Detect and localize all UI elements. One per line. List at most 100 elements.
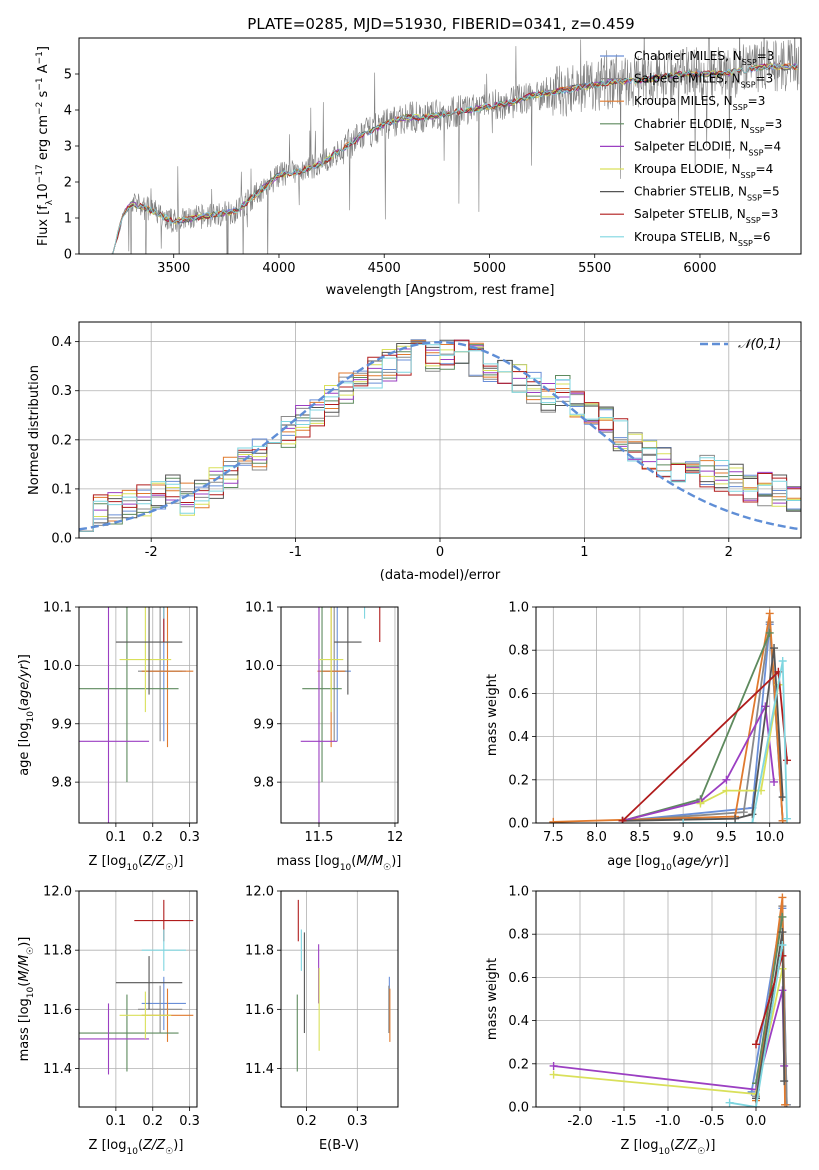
errorbar-salpeter-elodie (79, 1003, 150, 1075)
y-tick-label: 0.2 (508, 773, 529, 788)
x-tick-label: 0.2 (296, 1114, 317, 1129)
axes-frame (78, 606, 198, 824)
y-tick-label: 10.1 (43, 601, 72, 616)
errorbar-kroupa-stelib (141, 929, 186, 971)
y-tick-label: 0.6 (508, 971, 529, 986)
errorbar-kroupa-stelib (364, 607, 366, 619)
x-tick-label: 5500 (578, 261, 611, 276)
figure-title: PLATE=0285, MJD=51930, FIBERID=0341, z=0… (247, 15, 634, 33)
y-axis-label: mass [log10(M/M☉)] (17, 937, 36, 1062)
y-tick-label: 10.0 (43, 659, 72, 674)
x-axis-label: (data-model)/error (380, 568, 501, 583)
errorbar-chabrier-stelib (115, 607, 183, 695)
y-tick-label: 11.4 (43, 1062, 72, 1077)
x-tick-label: 0.3 (179, 1114, 200, 1129)
x-tick-label: 3500 (157, 261, 190, 276)
y-tick-label: 9.8 (51, 776, 72, 791)
axes-frame (535, 606, 801, 824)
x-tick-label: 0.3 (179, 830, 200, 845)
x-tick-label: 1 (580, 545, 588, 560)
y-tick-label: 0.4 (508, 730, 529, 745)
y-tick-label: 0 (64, 248, 72, 263)
series-marker-salpeter-stelib (752, 1040, 760, 1049)
x-axis-label: age [log10(age/yr)] (607, 854, 729, 873)
x-tick-label: -2.0 (567, 1114, 592, 1129)
x-axis-label: mass [log10(M/M☉)] (277, 854, 402, 873)
residual-histogram: -2 -1 0 1 2 0.0 0.1 0.2 0.3 0.4 (data-model)/error… (27, 321, 802, 583)
series-marker-salpeter-stelib (783, 756, 792, 765)
x-tick-label: 11.5 (305, 830, 334, 845)
y-axis-label: Flux [fλ10−17 erg cm−2 s−1 A−1] (35, 46, 55, 246)
plot-area (296, 899, 391, 1072)
plot-area (549, 893, 791, 1107)
y-tick-label: 11.4 (245, 1062, 274, 1077)
x-tick-label: 6000 (683, 261, 716, 276)
y-tick-label: 11.8 (245, 944, 274, 959)
y-tick-label: 0.4 (508, 1014, 529, 1029)
x-tick-label: 12 (387, 830, 404, 845)
series-marker-chabrier-stelib (731, 814, 740, 823)
x-tick-label: 0.0 (746, 1114, 767, 1129)
x-tick-label: 8.0 (586, 830, 607, 845)
series-marker-salpeter-miles (739, 808, 748, 817)
age-vs-metallicity-plot: 0.1 0.2 0.3 9.8 9.9 10.0 10.1 Z [log10(Z/Z☉)] ag… (17, 601, 200, 874)
y-tick-label: 11.6 (245, 1003, 274, 1018)
histogram-kroupa-stelib (79, 343, 801, 538)
series-line-kroupa-elodie (700, 684, 780, 805)
y-axis-label: mass weight (485, 958, 500, 1040)
series-marker-salpeter-elodie (549, 1061, 558, 1070)
y-tick-label: 3 (64, 140, 72, 155)
errorbar-kroupa-miles (141, 607, 194, 748)
errorbar-chabrier-stelib (115, 956, 183, 1010)
plot-area (79, 899, 194, 1075)
x-tick-label: 9.5 (716, 830, 737, 845)
series-marker-chabrier-elodie (765, 628, 774, 637)
y-tick-label: 9.9 (253, 717, 274, 732)
series-marker-kroupa-stelib (679, 819, 688, 823)
y-tick-label: 10.0 (245, 659, 274, 674)
legend-entry-normal: 𝒩(0,1) (738, 337, 781, 352)
y-tick-label: 5 (64, 68, 72, 83)
series-marker-salpeter-stelib (618, 816, 627, 823)
y-tick-label: 0.8 (508, 644, 529, 659)
errorbar-salpeter-elodie (300, 607, 338, 823)
y-tick-label: 12.0 (43, 885, 72, 900)
errorbar-salpeter-elodie (79, 607, 150, 823)
y-tick-label: 1.0 (508, 885, 529, 900)
errorbar-salpeter-stelib (379, 607, 381, 643)
legend-entry-chabrier-miles: Chabrier MILES, NSSP=3 (634, 49, 774, 67)
series-marker-chabrier-stelib (778, 793, 787, 802)
y-tick-label: 0.4 (51, 335, 72, 350)
histogram-salpeter-stelib (79, 339, 801, 538)
series-marker-kroupa-elodie (696, 799, 705, 808)
mass-vs-ebv-plot: 0.2 0.3 11.4 11.6 11.8 12.0 E(B-V) (245, 885, 399, 1153)
x-tick-label: 0.3 (347, 1114, 368, 1129)
x-axis-label: Z [log10(Z/Z☉)] (89, 854, 184, 873)
series-marker-kroupa-miles (778, 893, 787, 902)
y-axis-label: Normed distribution (27, 365, 42, 495)
massweight-vs-age-plot: 7.5 8.0 8.5 9.0 9.5 10.0 0.0 0.2 0.4 0.6 0.8 1.0 age… (485, 601, 801, 873)
legend-entry-chabrier-elodie: Chabrier ELODIE, NSSP=3 (634, 117, 782, 135)
series-marker-kroupa-stelib (778, 657, 787, 665)
y-tick-label: 4 (64, 104, 72, 119)
series-marker-kroupa-stelib (778, 941, 787, 949)
series-line-kroupa-stelib (683, 660, 788, 823)
y-tick-label: 1 (64, 212, 72, 227)
y-tick-label: 0.6 (508, 687, 529, 702)
y-tick-label: 12.0 (245, 885, 274, 900)
series-marker-chabrier-stelib (748, 810, 757, 819)
axes-frame (78, 890, 198, 1108)
errorbar-chabrier-elodie (79, 607, 179, 783)
y-axis-label: age [log10(age/yr)] (17, 654, 36, 776)
legend-entry-salpeter-elodie: Salpeter ELODIE, NSSP=4 (634, 139, 781, 157)
y-tick-label: 0.2 (508, 1057, 529, 1072)
errorbar-chabrier-elodie (302, 607, 342, 783)
model-spectrum-kroupa-stelib (112, 63, 798, 254)
x-tick-label: -2 (145, 545, 158, 560)
y-tick-label: 0.0 (508, 1101, 529, 1116)
normal-distribution-curve (79, 340, 801, 531)
axes-frame (280, 890, 399, 1108)
x-tick-label: 8.5 (630, 830, 651, 845)
legend-entry-chabrier-stelib: Chabrier STELIB, NSSP=5 (634, 185, 780, 203)
errorbar-salpeter-stelib (163, 607, 165, 643)
